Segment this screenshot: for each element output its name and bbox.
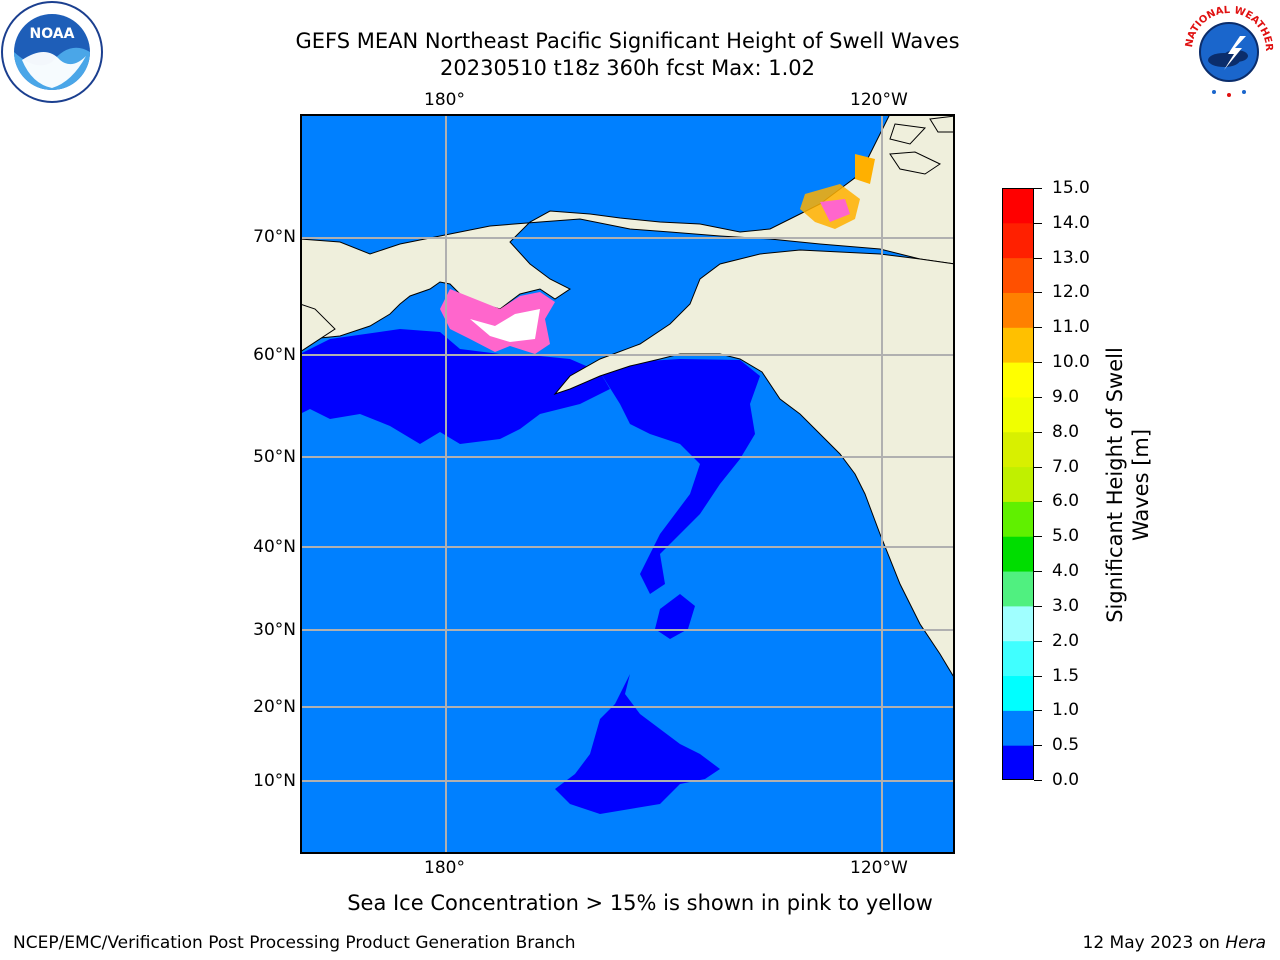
colorbar-tick-label: 2.0 — [1052, 630, 1080, 651]
colorbar-band — [1002, 431, 1034, 468]
colorbar-band — [1002, 640, 1034, 677]
chart-title: GEFS MEAN Northeast Pacific Significant … — [295, 29, 960, 53]
colorbar — [1002, 188, 1034, 780]
colorbar-band — [1002, 605, 1034, 642]
low-swell-region-patch — [655, 594, 695, 639]
colorbar-tick-mark — [1034, 745, 1042, 747]
lat-label-10n: 10°N — [253, 771, 296, 791]
colorbar-band — [1002, 571, 1034, 607]
colorbar-band — [1002, 466, 1034, 502]
colorbar-band — [1002, 396, 1034, 433]
colorbar-band — [1002, 188, 1034, 224]
colorbar-tick-label: 3.0 — [1052, 595, 1080, 616]
svg-text:NOAA: NOAA — [30, 26, 75, 42]
footer-date-text: 12 May 2023 on — [1082, 933, 1220, 953]
colorbar-tick-mark — [1034, 431, 1042, 433]
colorbar-tick-mark — [1034, 292, 1042, 294]
colorbar-band — [1002, 362, 1034, 398]
colorbar-tick-mark — [1034, 675, 1042, 677]
footer-date: 12 May 2023 on Hera — [1083, 933, 1267, 953]
lon-label-180-bottom: 180° — [424, 858, 465, 878]
colorbar-tick-mark — [1034, 466, 1042, 468]
lon-label-180-top: 180° — [424, 90, 465, 110]
colorbar-tick-label: 0.0 — [1052, 770, 1080, 790]
colorbar-tick-mark — [1034, 605, 1042, 607]
lat-label-30n: 30°N — [253, 620, 296, 640]
land-arctic-islands — [889, 115, 955, 175]
lat-label-50n: 50°N — [253, 447, 296, 467]
footer-credit: NCEP/EMC/Verification Post Processing Pr… — [13, 933, 576, 953]
sea-ice-note: Sea Ice Concentration > 15% is shown in … — [347, 891, 933, 915]
land-north-america — [553, 249, 955, 680]
land-siberia-corner — [300, 303, 336, 353]
colorbar-band — [1002, 536, 1034, 572]
colorbar-band — [1002, 292, 1034, 328]
colorbar-tick-mark — [1034, 780, 1042, 781]
colorbar-tick-mark — [1034, 501, 1042, 503]
colorbar-tick-label: 1.5 — [1052, 665, 1080, 686]
colorbar-band — [1002, 222, 1034, 259]
colorbar-tick-label: 11.0 — [1052, 317, 1090, 338]
colorbar-tick-mark — [1034, 188, 1042, 189]
footer-host: Hera — [1225, 933, 1266, 953]
colorbar-tick-mark — [1034, 327, 1042, 329]
colorbar-tick-label: 15.0 — [1052, 178, 1090, 198]
colorbar-tick-label: 14.0 — [1052, 212, 1090, 233]
colorbar-tick-mark — [1034, 640, 1042, 642]
colorbar-tick-mark — [1034, 362, 1042, 364]
colorbar-tick-label: 1.0 — [1052, 700, 1080, 721]
colorbar-tick-label: 5.0 — [1052, 526, 1080, 547]
colorbar-tick-label: 12.0 — [1052, 282, 1090, 303]
colorbar-tick-label: 8.0 — [1052, 421, 1080, 442]
swell-height-map — [300, 114, 955, 854]
colorbar-band — [1002, 675, 1034, 711]
sea-ice-arctic-coast-pink — [820, 199, 850, 222]
colorbar-tick-mark — [1034, 257, 1042, 259]
colorbar-tick-label: 6.0 — [1052, 491, 1080, 512]
colorbar-band — [1002, 710, 1034, 746]
lat-label-40n: 40°N — [253, 537, 296, 557]
lat-label-20n: 20°N — [253, 697, 296, 717]
low-swell-region-hawaii — [555, 674, 720, 814]
colorbar-band — [1002, 327, 1034, 363]
colorbar-title-line-1: Significant Height of Swell — [1103, 347, 1127, 623]
sea-ice-north — [855, 154, 875, 184]
lat-label-70n: 70°N — [253, 227, 296, 247]
colorbar-tick-label: 9.0 — [1052, 386, 1080, 407]
colorbar-band — [1002, 745, 1034, 780]
lon-label-120w-top: 120°W — [850, 90, 908, 110]
colorbar-band — [1002, 501, 1034, 537]
chart-subtitle: 20230510 t18z 360h fcst Max: 1.02 — [440, 56, 815, 80]
sea-ice-bering-white — [470, 309, 540, 342]
colorbar-tick-label: 13.0 — [1052, 247, 1090, 268]
nws-logo: NATIONAL WEATHER SERVICE — [1178, 0, 1275, 97]
colorbar-band — [1002, 257, 1034, 293]
colorbar-tick-label: 4.0 — [1052, 561, 1080, 582]
colorbar-title-line-2: Waves [m] — [1129, 428, 1153, 542]
colorbar-tick-mark — [1034, 222, 1042, 224]
map-frame — [300, 114, 955, 854]
colorbar-tick-label: 7.0 — [1052, 456, 1080, 477]
low-swell-region-bering — [300, 329, 610, 444]
low-swell-region-gulf — [600, 359, 760, 594]
colorbar-tick-mark — [1034, 710, 1042, 712]
land-alaska — [300, 114, 955, 345]
noaa-logo: NOAA — [1, 1, 103, 103]
colorbar-tick-label: 10.0 — [1052, 352, 1090, 373]
colorbar-tick-mark — [1034, 536, 1042, 538]
colorbar-tick-mark — [1034, 396, 1042, 398]
graticule — [300, 114, 955, 854]
colorbar-tick-label: 0.5 — [1052, 735, 1080, 756]
lon-label-120w-bottom: 120°W — [850, 858, 908, 878]
lat-label-60n: 60°N — [253, 345, 296, 365]
colorbar-tick-mark — [1034, 571, 1042, 573]
